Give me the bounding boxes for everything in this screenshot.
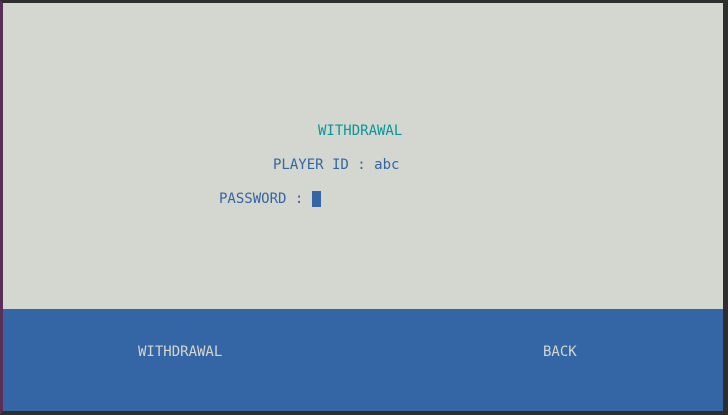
page-title: WITHDRAWAL (318, 123, 403, 139)
password-row: PASSWORD : (219, 191, 321, 207)
back-button[interactable]: BACK (543, 344, 577, 360)
password-input[interactable] (311, 191, 321, 207)
password-label: PASSWORD : (219, 191, 312, 207)
footer-bar: WITHDRAWAL BACK (3, 309, 723, 411)
text-cursor (311, 191, 321, 207)
withdrawal-button[interactable]: WITHDRAWAL (138, 344, 223, 360)
player-id-row: PLAYER ID : abc (273, 157, 399, 173)
player-id-value: abc (374, 157, 400, 173)
withdrawal-form: WITHDRAWAL PLAYER ID : abc PASSWORD : (3, 3, 723, 309)
player-id-label: PLAYER ID : (273, 157, 375, 173)
